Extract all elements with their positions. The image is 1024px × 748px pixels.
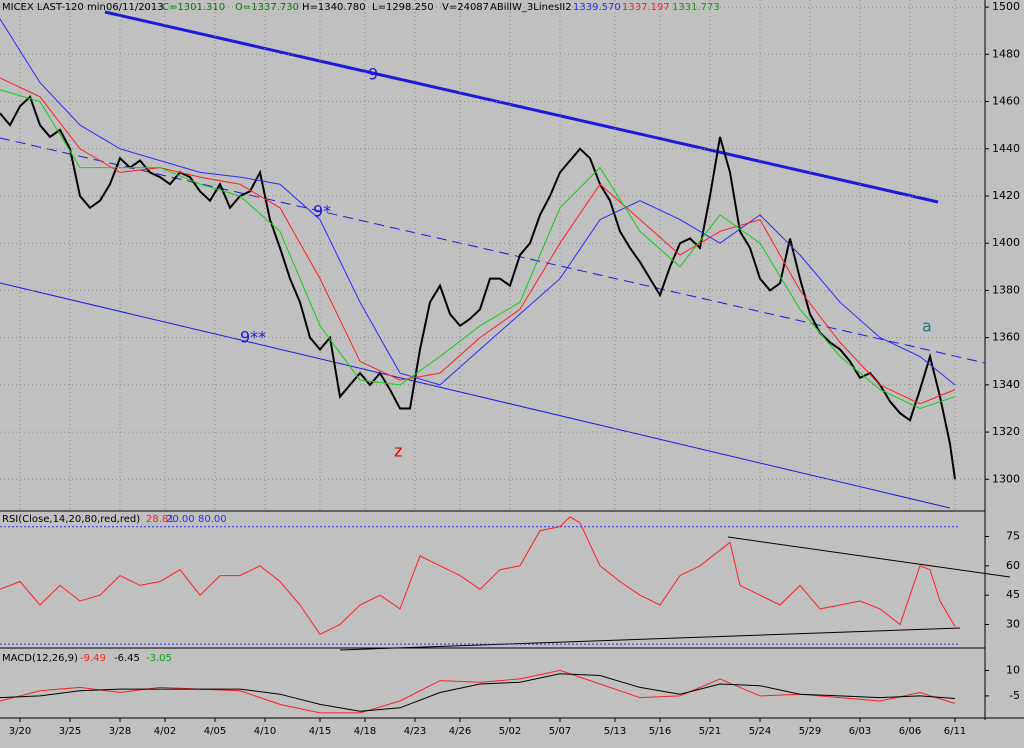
y-tick-label: 1460 — [992, 95, 1020, 108]
x-tick-label: 5/21 — [699, 726, 721, 737]
chart-title: MACD(12,26,9) — [2, 653, 78, 664]
x-tick-label: 5/16 — [649, 726, 671, 737]
y-tick-label: 60 — [1006, 559, 1020, 572]
y-tick-label: 1500 — [992, 0, 1020, 13]
annotation: 9* — [313, 202, 331, 221]
y-tick-label: 1380 — [992, 283, 1020, 296]
x-tick-label: 4/02 — [154, 726, 176, 737]
x-tick-label: 5/24 — [749, 726, 771, 737]
header-value: C=1301.310 — [162, 2, 225, 13]
x-tick-label: 3/28 — [109, 726, 131, 737]
header-value: H=1340.780 — [302, 2, 366, 13]
x-tick-label: 4/05 — [204, 726, 226, 737]
header-value: 1337.197 — [622, 2, 670, 13]
trend-line — [104, 10, 939, 204]
series-line — [0, 516, 956, 635]
trend-line — [0, 282, 951, 509]
x-tick-label: 6/06 — [899, 726, 921, 737]
series-line — [0, 89, 956, 410]
annotation: 9** — [240, 328, 266, 347]
x-tick-label: 4/10 — [254, 726, 276, 737]
y-tick-label: 1420 — [992, 189, 1020, 202]
trend-line — [0, 137, 986, 364]
x-tick-label: 5/13 — [604, 726, 626, 737]
annotation: a — [922, 317, 932, 336]
x-tick-label: 6/11 — [944, 726, 966, 737]
trend-line — [727, 536, 1011, 578]
y-tick-label: 30 — [1006, 618, 1020, 631]
header-value: 1339.570 — [573, 2, 621, 13]
header-value: -6.45 — [114, 653, 140, 664]
header-indicator: ABillW_3LinesII2 — [490, 2, 572, 13]
annotation: z — [394, 442, 402, 461]
x-tick-label: 3/25 — [59, 726, 81, 737]
header-value: 80.00 — [198, 514, 227, 525]
x-tick-label: 5/29 — [799, 726, 821, 737]
header-value: 1331.773 — [672, 2, 720, 13]
chart-title: RSI(Close,14,20,80,red,red) — [2, 514, 140, 525]
header-value: -3.05 — [146, 653, 172, 664]
y-tick-label: 75 — [1006, 529, 1020, 542]
x-tick-label: 4/26 — [449, 726, 471, 737]
x-tick-label: 4/23 — [404, 726, 426, 737]
x-tick-label: 6/03 — [849, 726, 871, 737]
header-value: L=1298.250 — [372, 2, 434, 13]
x-tick-label: 4/15 — [309, 726, 331, 737]
x-tick-label: 4/18 — [354, 726, 376, 737]
y-tick-label: -5 — [1009, 689, 1020, 702]
annotation: 9 — [368, 65, 378, 84]
header-value: 28.81 — [146, 514, 175, 525]
y-tick-label: 1320 — [992, 425, 1020, 438]
y-tick-label: 1440 — [992, 142, 1020, 155]
y-tick-label: 1300 — [992, 472, 1020, 485]
header-value: O=1337.730 — [235, 2, 299, 13]
x-tick-label: 3/20 — [9, 726, 31, 737]
y-tick-label: 1400 — [992, 236, 1020, 249]
series-line — [0, 673, 956, 712]
y-tick-label: 1480 — [992, 47, 1020, 60]
y-tick-label: 10 — [1006, 663, 1020, 676]
header-value: 20.00 — [166, 514, 195, 525]
trend-line — [339, 627, 961, 651]
chart-title: MICEX LAST-120 min — [2, 2, 106, 13]
series-line — [0, 18, 956, 386]
x-tick-label: 5/07 — [549, 726, 571, 737]
x-tick-label: 5/02 — [499, 726, 521, 737]
y-tick-label: 1360 — [992, 331, 1020, 344]
header-value: V=24087 — [442, 2, 489, 13]
series-line — [0, 95, 956, 480]
header-value: -9.49 — [80, 653, 106, 664]
y-tick-label: 45 — [1006, 588, 1020, 601]
header-date: 06/11/2013 — [106, 2, 164, 13]
y-tick-label: 1340 — [992, 378, 1020, 391]
